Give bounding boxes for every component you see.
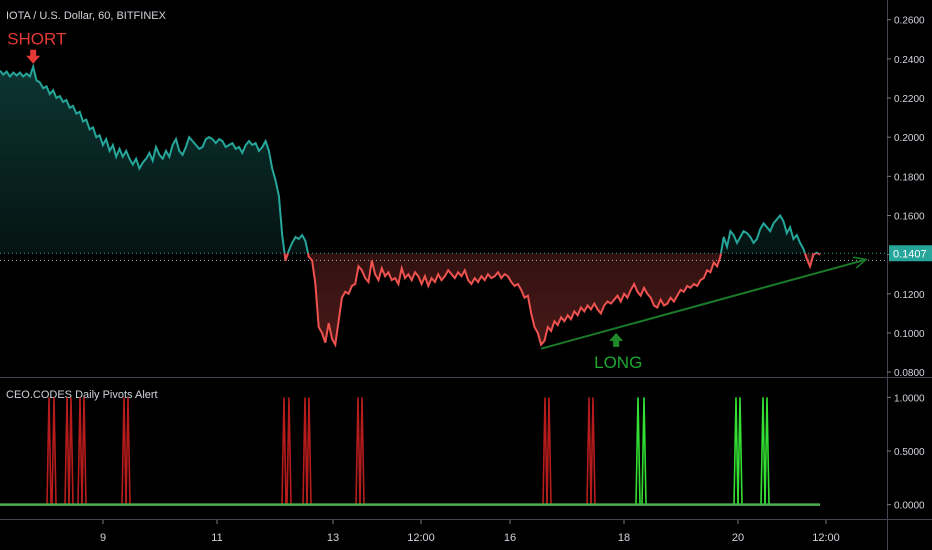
indicator-spike-short [51,397,57,505]
time-tick-label: 11 [211,532,222,544]
indicator-tick-label: 1.0000 [894,393,925,404]
indicator-spike-short [81,397,87,505]
indicator-spike-long [733,397,739,505]
indicator-spike-short [125,397,131,505]
area-fill-above [0,66,820,254]
indicator-spike-short [542,397,548,505]
price-tick-label: 0.1600 [894,211,925,222]
indicator-spike-short [46,397,52,505]
indicator-spike-short [281,397,287,505]
indicator-spike-short [590,397,596,505]
time-axis-ticks: 9 11 13 12:00 16 18 20 12:00 [100,520,840,544]
indicator-spike-short [546,397,552,505]
indicator-tick-label: 0.5000 [894,447,925,458]
price-tick-label: 0.0800 [894,368,925,379]
indicator-spike-short [355,397,361,505]
time-tick-label: 9 [100,532,106,544]
time-tick-label: 18 [618,532,630,544]
price-area-fill [0,66,820,345]
indicator-spike-short [306,397,312,505]
current-price-label: 0.1407 [893,248,927,260]
price-tick-label: 0.2400 [894,55,925,66]
price-tick-label: 0.1200 [894,290,925,301]
price-tick-label: 0.2000 [894,133,925,144]
indicator-spike-short [286,397,292,505]
indicator-spike-long [635,397,641,505]
time-tick-label: 12:00 [812,532,840,544]
indicator-spike-long [641,397,647,505]
price-axis-ticks: 0.08000.10000.12000.14000.16000.18000.20… [887,16,925,379]
indicator-spike-short [586,397,592,505]
short-label: SHORT [7,30,66,49]
price-tick-label: 0.2600 [894,16,925,27]
indicator-spike-short [302,397,308,505]
current-price-marker: 0.1407 [889,245,932,262]
short-annotation: SHORT [7,30,66,64]
time-tick-label: 13 [327,532,339,544]
time-tick-label: 16 [504,532,516,544]
current-price-badge [889,245,932,262]
main-chart-title: IOTA / U.S. Dollar, 60, BITFINEX [6,10,167,22]
indicator-spike-short [64,397,70,505]
short-arrow-icon [26,49,41,64]
indicator-spike-long [764,397,770,505]
time-tick-label: 12:00 [407,532,435,544]
trendline-arrowhead [853,256,868,269]
indicator-spike-long [737,397,743,505]
long-label: LONG [594,353,642,372]
price-tick-label: 0.1800 [894,172,925,183]
price-line-above [0,63,820,254]
price-tick-label: 0.2200 [894,94,925,105]
indicator-spike-short [359,397,365,505]
trendline [540,258,867,350]
indicator-spikes [46,397,770,505]
indicator-tick-label: 0.0000 [894,501,925,512]
indicator-spike-short [121,397,127,505]
price-tick-label: 0.1000 [894,329,925,340]
indicator-spike-short [77,397,83,505]
long-annotation: LONG [594,332,642,372]
indicator-spike-long [760,397,766,505]
indicator-title: CEO.CODES Daily Pivots Alert [6,389,158,401]
indicator-axis-ticks: 0.0000 0.5000 1.0000 [887,393,925,512]
long-arrow-icon [609,332,624,347]
time-tick-label: 20 [732,532,744,544]
price-line-below [283,253,821,348]
indicator-spike-short [68,397,74,505]
price-line [0,63,821,348]
